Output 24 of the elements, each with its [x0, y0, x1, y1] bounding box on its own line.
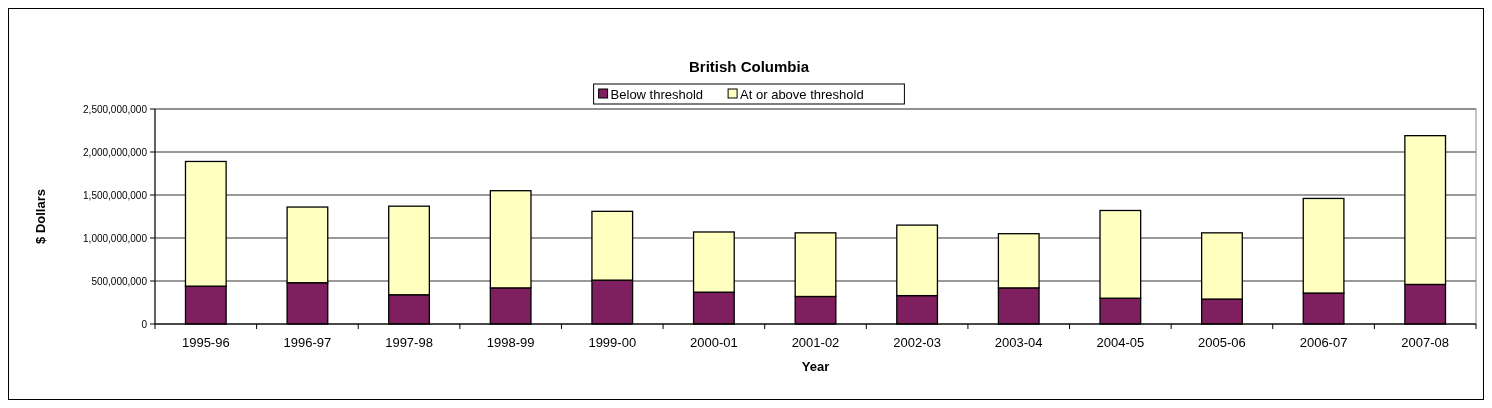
y-tick-label: 0 [141, 319, 148, 330]
y-tick-label: 1,000,000,000 [83, 233, 148, 244]
x-tick-label: 1997-98 [385, 335, 433, 350]
x-tick-label: 1999-00 [588, 335, 637, 350]
y-tick-label: 500,000,000 [91, 276, 148, 287]
chart-title: British Columbia [688, 58, 810, 75]
y-axis-title: $ Dollars [33, 189, 48, 244]
y-tick-label: 1,500,000,000 [83, 190, 148, 201]
x-tick-label: 1998-99 [486, 335, 535, 350]
y-tick-label: 2,500,000,000 [83, 104, 148, 115]
x-tick-label: 1996-97 [283, 335, 332, 350]
x-tick-label: 2004-05 [1096, 335, 1145, 350]
x-tick-label: 2007-08 [1401, 335, 1450, 350]
x-tick-label: 2001-02 [791, 335, 840, 350]
legend-label: At or above threshold [740, 87, 864, 102]
x-tick-label: 2000-01 [690, 335, 738, 350]
x-tick-label: 2006-07 [1299, 335, 1348, 350]
x-tick-label: 2005-06 [1198, 335, 1246, 350]
x-tick-label: 1995-96 [181, 335, 230, 350]
x-tick-label: 2003-04 [994, 335, 1043, 350]
y-tick-label: 2,000,000,000 [83, 147, 148, 158]
x-tick-label: 2002-03 [893, 335, 941, 350]
x-axis-title: Year [801, 359, 830, 374]
legend-label: Below threshold [610, 87, 704, 102]
